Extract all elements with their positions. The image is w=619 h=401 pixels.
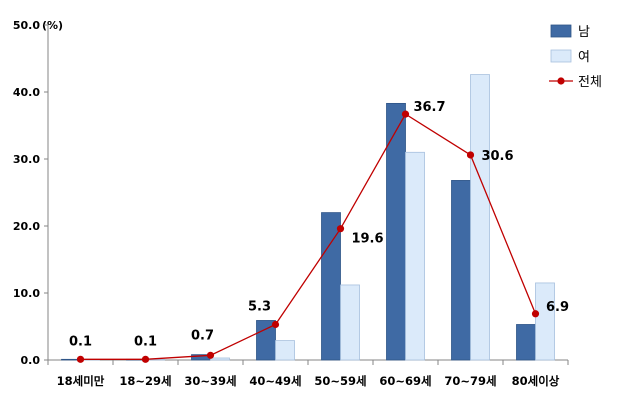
data-label: 5.3 — [248, 299, 271, 314]
bar-남 — [516, 324, 536, 361]
legend-swatch — [550, 49, 572, 63]
legend-swatch — [550, 24, 572, 38]
y-tick-label: 50.0 — [13, 19, 40, 32]
line-point — [271, 320, 280, 329]
data-label: 6.9 — [546, 300, 569, 315]
legend-label: 여 — [578, 50, 590, 65]
x-tick-label: 30~39세 — [184, 374, 236, 388]
x-tick-label: 70~79세 — [444, 374, 496, 388]
legend-label: 전체 — [578, 75, 602, 90]
bar-남 — [451, 180, 471, 361]
data-label: 30.6 — [481, 149, 513, 164]
line-point — [76, 355, 85, 363]
y-tick-label: 20.0 — [13, 220, 40, 233]
bar-여 — [275, 340, 295, 361]
x-tick-label: 40~49세 — [249, 374, 301, 388]
bar-여 — [405, 151, 425, 361]
y-tick-label: 0.0 — [21, 354, 41, 367]
legend-label: 남 — [578, 25, 590, 40]
data-label: 0.1 — [134, 334, 157, 349]
y-tick-label: 40.0 — [13, 86, 40, 99]
data-label: 0.7 — [191, 328, 214, 343]
data-label: 19.6 — [351, 232, 383, 247]
line-point — [336, 225, 345, 233]
bar-여 — [535, 282, 555, 361]
line-point — [206, 351, 215, 359]
y-tick-label: 10.0 — [13, 287, 40, 300]
x-tick-label: 18~29세 — [119, 374, 171, 388]
y-tick-label: 30.0 — [13, 153, 40, 166]
line-point — [531, 310, 540, 318]
x-tick-label: 50~59세 — [314, 374, 366, 388]
x-tick-label: 18세미만 — [57, 374, 105, 388]
line-series-total — [80, 113, 537, 360]
x-tick-label: 80세이상 — [512, 374, 560, 388]
line-point — [401, 110, 410, 118]
data-label: 36.7 — [413, 100, 445, 115]
x-tick-label: 60~69세 — [379, 374, 431, 388]
data-label: 0.1 — [69, 334, 92, 349]
bar-여 — [340, 284, 360, 361]
bar-남 — [321, 212, 341, 361]
y-axis-unit: (%) — [42, 19, 63, 32]
bar-여 — [210, 357, 230, 361]
line-point — [141, 355, 150, 363]
legend-marker — [557, 77, 565, 85]
bar-여 — [470, 74, 490, 361]
line-point — [466, 151, 475, 159]
